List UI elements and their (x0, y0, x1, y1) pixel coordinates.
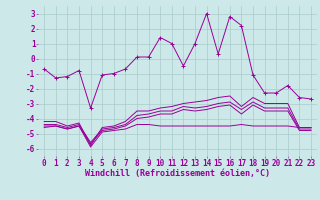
X-axis label: Windchill (Refroidissement éolien,°C): Windchill (Refroidissement éolien,°C) (85, 169, 270, 178)
